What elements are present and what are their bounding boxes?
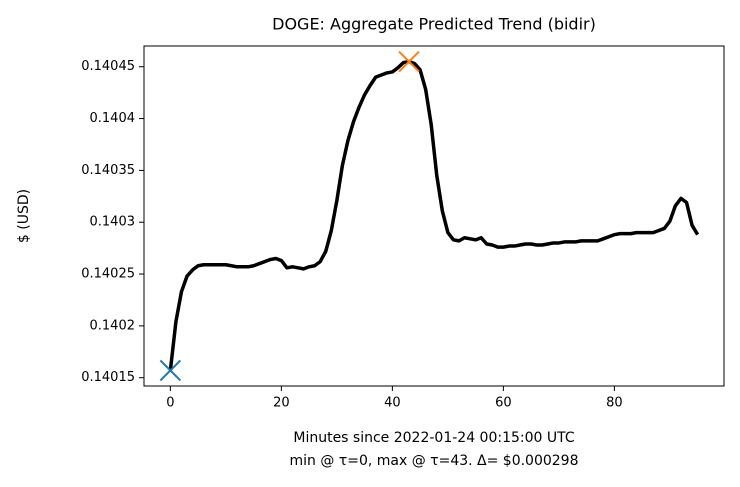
y-tick-label: 0.14035 xyxy=(81,163,135,178)
y-tick-label: 0.1403 xyxy=(90,215,136,230)
y-tick-label: 0.14015 xyxy=(81,370,135,385)
x-tick-label: 60 xyxy=(495,396,512,411)
plot-frame xyxy=(143,45,725,387)
x-tick-label: 80 xyxy=(606,396,623,411)
y-tick-label: 0.14045 xyxy=(81,59,135,74)
trend-line xyxy=(168,59,700,371)
x-tick-label: 40 xyxy=(384,396,401,411)
y-tick-label: 0.1404 xyxy=(90,111,136,126)
chart-title: DOGE: Aggregate Predicted Trend (bidir) xyxy=(272,15,596,34)
x-axis-note: min @ τ=0, max @ τ=43. Δ= $0.000298 xyxy=(289,453,578,469)
extreme-marker xyxy=(159,359,182,382)
y-axis-label: $ (USD) xyxy=(16,189,32,243)
y-tick-label: 0.1402 xyxy=(90,318,136,333)
y-tick-label: 0.14025 xyxy=(81,267,135,282)
x-tick-label: 20 xyxy=(273,396,290,411)
x-axis-label: Minutes since 2022-01-24 00:15:00 UTC xyxy=(293,430,574,446)
extreme-marker xyxy=(398,50,420,73)
x-tick-label: 0 xyxy=(166,396,174,411)
